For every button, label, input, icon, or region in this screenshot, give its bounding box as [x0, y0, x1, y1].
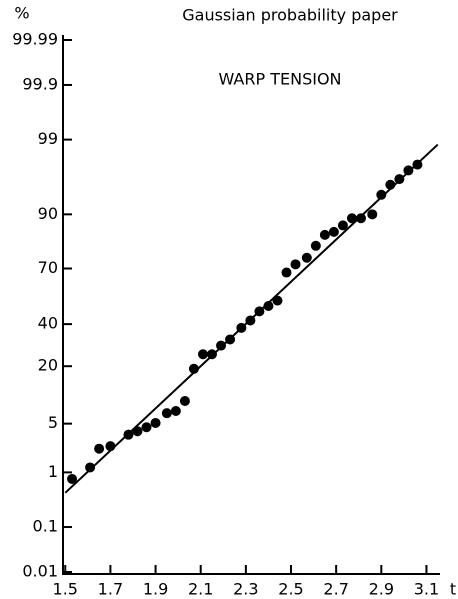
y-tick-label: 99.9	[22, 74, 58, 93]
data-point	[355, 213, 366, 224]
y-tick-label: 0.01	[22, 562, 58, 581]
x-tick-label: 2.5	[278, 580, 303, 599]
y-axis-label: %	[14, 4, 29, 23]
data-point	[319, 229, 330, 240]
data-point	[301, 252, 312, 263]
data-point	[105, 441, 116, 452]
data-point	[272, 295, 283, 306]
data-point	[141, 422, 152, 433]
y-tick-label: 40	[38, 314, 58, 333]
x-tick-label: 1.9	[143, 580, 168, 599]
data-point	[346, 213, 357, 224]
data-point	[206, 349, 217, 360]
data-point	[225, 334, 236, 345]
data-point	[197, 349, 208, 360]
chart-title: Gaussian probability paper	[182, 6, 398, 25]
data-point	[385, 179, 396, 190]
annotation: WARP TENSION	[218, 70, 341, 89]
data-point	[150, 417, 161, 428]
y-tick-label: 5	[48, 413, 58, 432]
data-point	[179, 396, 190, 407]
data-point	[281, 267, 292, 278]
data-point	[337, 220, 348, 231]
data-point	[67, 473, 78, 484]
data-point	[161, 408, 172, 419]
data-point	[123, 429, 134, 440]
data-point	[94, 443, 105, 454]
y-tick-label: 90	[38, 204, 58, 223]
data-point	[394, 174, 405, 185]
data-point	[310, 240, 321, 251]
x-tick-label: 1.7	[98, 580, 123, 599]
data-point	[254, 306, 265, 317]
x-tick-label: 1.5	[53, 580, 78, 599]
x-tick-label: 3.1	[414, 580, 439, 599]
y-tick-label: 0.1	[33, 517, 58, 536]
data-point	[188, 363, 199, 374]
data-point	[328, 226, 339, 237]
data-point	[132, 426, 143, 437]
x-tick-label: 2.9	[369, 580, 394, 599]
x-tick-label: 2.1	[188, 580, 213, 599]
y-tick-label: 70	[38, 258, 58, 277]
y-tick-label: 20	[38, 356, 58, 375]
x-tick-label: 2.3	[233, 580, 258, 599]
data-point	[85, 462, 96, 473]
data-point	[403, 165, 414, 176]
y-tick-label: 99.99	[12, 30, 58, 49]
x-tick-label: 2.7	[323, 580, 348, 599]
data-point	[236, 322, 247, 333]
data-point	[245, 315, 256, 326]
y-tick-label: 1	[48, 462, 58, 481]
data-point	[170, 406, 181, 417]
data-point	[376, 189, 387, 200]
x-axis-label: t	[450, 580, 456, 599]
data-point	[367, 209, 378, 220]
data-point	[263, 301, 274, 311]
data-point	[216, 340, 227, 351]
data-point	[290, 259, 301, 270]
data-point	[412, 159, 423, 170]
y-tick-label: 99	[38, 129, 58, 148]
